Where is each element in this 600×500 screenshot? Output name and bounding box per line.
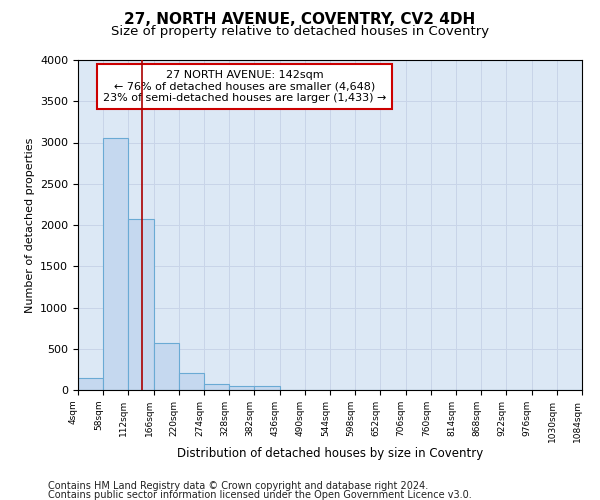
Bar (229, 386, 254, 390)
Text: Size of property relative to detached houses in Coventry: Size of property relative to detached ho… (111, 25, 489, 38)
X-axis label: Distribution of detached houses by size in Coventry: Distribution of detached houses by size … (177, 448, 483, 460)
Bar (103, 138, 128, 390)
Text: Contains public sector information licensed under the Open Government Licence v3: Contains public sector information licen… (48, 490, 472, 500)
Bar (179, 372, 204, 390)
Y-axis label: Number of detached properties: Number of detached properties (25, 138, 35, 312)
Text: 27, NORTH AVENUE, COVENTRY, CV2 4DH: 27, NORTH AVENUE, COVENTRY, CV2 4DH (124, 12, 476, 28)
Bar (154, 344, 179, 390)
Bar (78, 378, 103, 390)
Text: 27 NORTH AVENUE: 142sqm
← 76% of detached houses are smaller (4,648)
23% of semi: 27 NORTH AVENUE: 142sqm ← 76% of detache… (103, 70, 386, 103)
Bar (204, 384, 229, 390)
Text: Contains HM Land Registry data © Crown copyright and database right 2024.: Contains HM Land Registry data © Crown c… (48, 481, 428, 491)
Bar (254, 386, 280, 390)
Bar (128, 219, 154, 390)
